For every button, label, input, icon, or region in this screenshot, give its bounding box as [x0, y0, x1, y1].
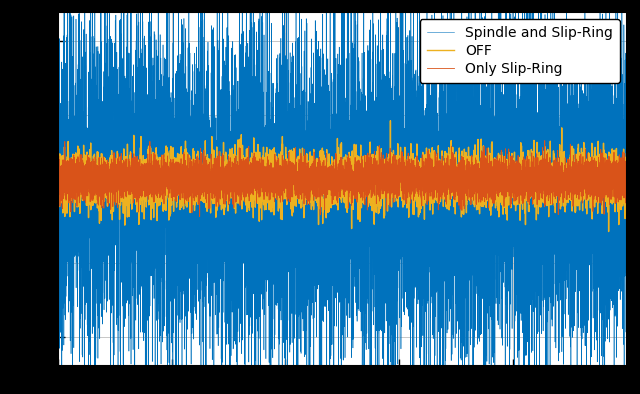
OFF — [165, 178, 173, 182]
Only Slip-Ring — [593, 169, 601, 174]
OFF — [56, 176, 64, 181]
OFF — [332, 161, 340, 165]
Line: Only Slip-Ring: Only Slip-Ring — [58, 141, 627, 217]
Spindle and Slip-Ring — [77, 160, 85, 164]
OFF — [54, 187, 61, 191]
Line: Spindle and Slip-Ring: Spindle and Slip-Ring — [58, 0, 627, 394]
Spindle and Slip-Ring — [623, 134, 631, 139]
Only Slip-Ring — [332, 188, 340, 192]
OFF — [623, 199, 631, 204]
OFF — [88, 174, 95, 179]
Only Slip-Ring — [56, 167, 64, 171]
Spindle and Slip-Ring — [593, 153, 601, 158]
OFF — [77, 178, 85, 182]
Only Slip-Ring — [196, 214, 204, 219]
Spindle and Slip-Ring — [56, 245, 64, 250]
Only Slip-Ring — [623, 179, 631, 184]
Spindle and Slip-Ring — [88, 223, 95, 228]
Only Slip-Ring — [54, 173, 61, 178]
Only Slip-Ring — [88, 179, 95, 184]
Spindle and Slip-Ring — [54, 147, 61, 151]
Line: OFF: OFF — [58, 121, 627, 232]
OFF — [593, 191, 601, 196]
Spindle and Slip-Ring — [332, 135, 340, 140]
Spindle and Slip-Ring — [165, 191, 173, 196]
OFF — [605, 229, 612, 234]
Only Slip-Ring — [77, 186, 85, 191]
OFF — [387, 118, 394, 123]
Only Slip-Ring — [541, 138, 548, 143]
Only Slip-Ring — [165, 178, 173, 183]
Legend: Spindle and Slip-Ring, OFF, Only Slip-Ring: Spindle and Slip-Ring, OFF, Only Slip-Ri… — [420, 19, 620, 83]
